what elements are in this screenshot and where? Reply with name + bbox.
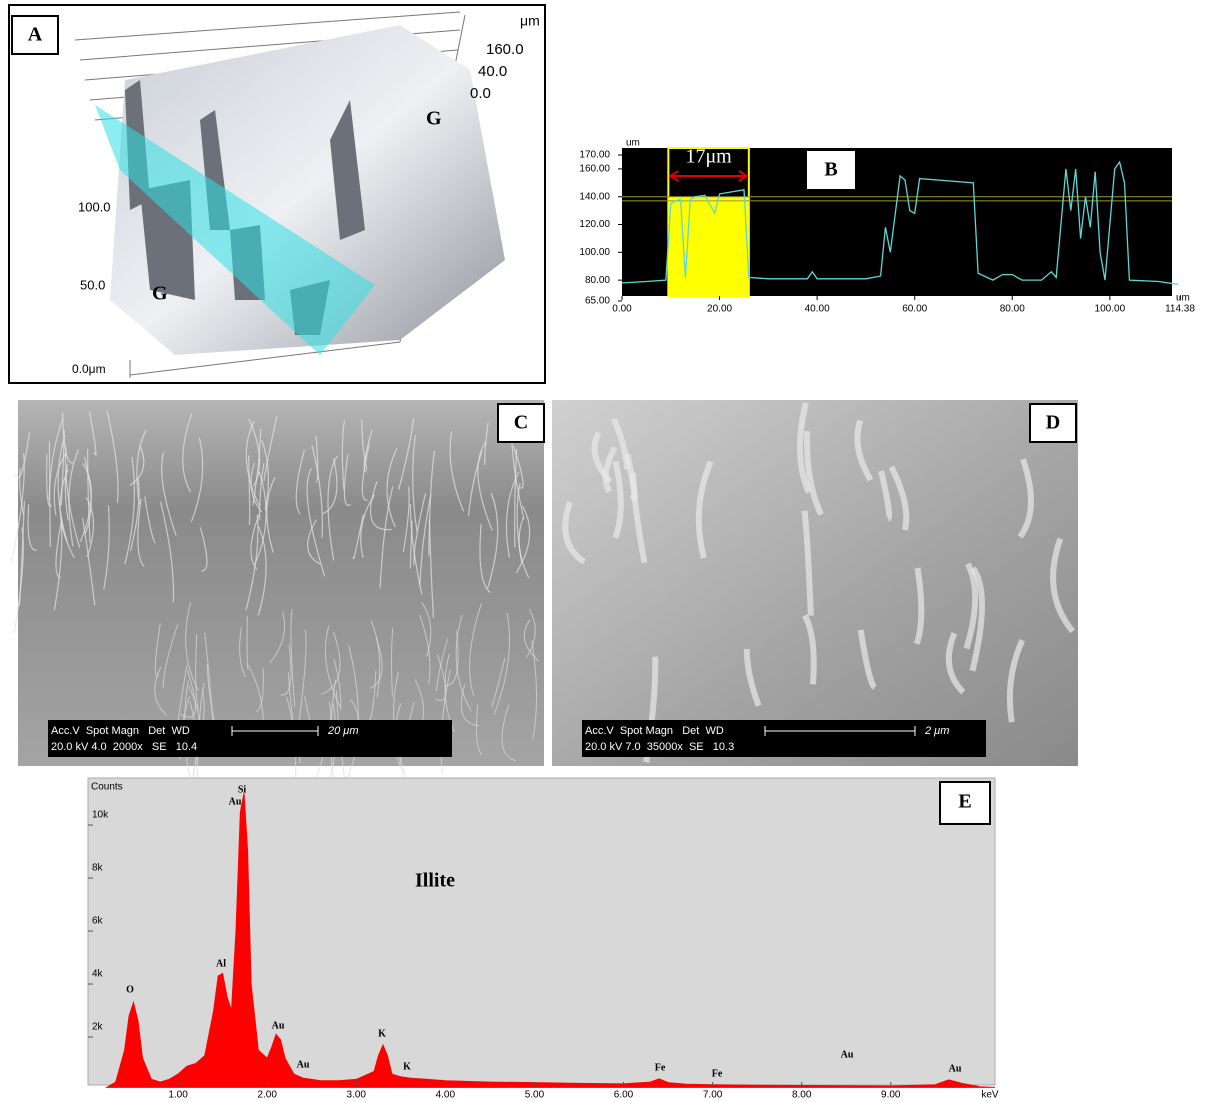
scale-label: 2 μm [924, 725, 949, 737]
y-tick-label: 80.00 [585, 275, 610, 286]
peak-label: Au [949, 1063, 962, 1074]
y-tick-label: 120.00 [579, 219, 610, 230]
figure: A μm 160.0 40.0 0.0 100.0 50.0 0.0μm G G… [0, 0, 1210, 1102]
page: {"panels":{ "A":{"label":"A","unit":"μm"… [0, 0, 1210, 1102]
panel-label: E [958, 791, 971, 813]
panel-label: D [1046, 412, 1060, 434]
y-tick-label: 4k [92, 969, 104, 980]
info-header: Acc.V Spot Magn Det WD [585, 725, 724, 737]
panel-c: C Acc.V Spot Magn Det WD 20.0 kV 4.0 200… [11, 400, 544, 802]
x-tick-label: 6.00 [614, 1090, 634, 1101]
x-tick-label: 60.00 [902, 304, 927, 315]
z-tick-label: 160.0 [486, 41, 524, 58]
panel-a: A μm 160.0 40.0 0.0 100.0 50.0 0.0μm G G [9, 5, 545, 383]
y-tick-label: 160.00 [579, 164, 610, 175]
y-tick-label: 65.00 [585, 296, 610, 307]
peak-label: K [378, 1028, 386, 1039]
highlight-fill [668, 197, 748, 296]
y-tick-label: 2k [92, 1022, 104, 1033]
y-axis-label: Counts [91, 782, 123, 793]
x-tick-label: 9.00 [881, 1090, 901, 1101]
x-tick-label: 3.00 [347, 1090, 367, 1101]
x-tick-label: 100.00 [1095, 304, 1126, 315]
panel-d: D Acc.V Spot Magn Det WD 20.0 kV 7.0 350… [552, 400, 1078, 766]
grain-label: G [152, 283, 168, 305]
peak-label: Fe [655, 1062, 666, 1073]
y-tick-label: 6k [92, 916, 104, 927]
y-tick-label: 100.00 [579, 247, 610, 258]
peak-label: Au [272, 1020, 285, 1031]
y-tick-label: 170.00 [579, 150, 610, 161]
x-axis-label: keV [981, 1090, 999, 1101]
axis-unit: μm [520, 13, 540, 29]
x-tick-label: 80.00 [1000, 304, 1025, 315]
peak-label: Au [297, 1059, 310, 1070]
y-tick-label: 10k [92, 810, 109, 821]
peak-label: Al [216, 958, 226, 969]
z-tick-label: 0.0 [470, 85, 491, 102]
sem-image [18, 400, 544, 766]
peak-label: Fe [712, 1068, 723, 1079]
info-values: 20.0 kV 4.0 2000x SE 10.4 [51, 741, 197, 753]
x-tick-label: 2.00 [257, 1090, 277, 1101]
side-tick-label: 50.0 [80, 277, 105, 292]
info-values: 20.0 kV 7.0 35000x SE 10.3 [585, 741, 734, 753]
peak-label: Au [841, 1049, 854, 1060]
x-tick-label: 114.38 [1165, 304, 1195, 315]
sem-image [552, 400, 1078, 766]
x-tick-label: 5.00 [525, 1090, 545, 1101]
x-tick-label: 0.00 [612, 304, 632, 315]
peak-label: O [126, 984, 134, 995]
peak-label: K [403, 1061, 411, 1072]
z-tick-label: 40.0 [478, 63, 507, 80]
mineral-label: Illite [415, 870, 455, 892]
info-header: Acc.V Spot Magn Det WD [51, 725, 190, 737]
peak-label: Au [229, 796, 242, 807]
annotation: 17μm [685, 146, 732, 168]
x-tick-label: 40.00 [805, 304, 830, 315]
y-unit: um [626, 138, 640, 149]
scale-label: 20 μm [327, 725, 358, 737]
panel-label: A [28, 24, 43, 46]
x-tick-label: 8.00 [792, 1090, 812, 1101]
panel-label: B [824, 159, 837, 181]
panel-label: C [514, 412, 528, 434]
y-tick-label: 8k [92, 863, 104, 874]
x-tick-label: 20.00 [707, 304, 732, 315]
side-tick-label: 100.0 [78, 199, 111, 214]
grain-label: G [426, 108, 442, 130]
peak-label: Si [238, 784, 247, 795]
x-tick-label: 4.00 [436, 1090, 456, 1101]
side-tick-label: 0.0μm [72, 362, 106, 376]
x-unit: um [1176, 293, 1190, 304]
x-tick-label: 7.00 [703, 1090, 723, 1101]
y-tick-label: 140.00 [579, 191, 610, 202]
x-tick-label: 1.00 [168, 1090, 188, 1101]
